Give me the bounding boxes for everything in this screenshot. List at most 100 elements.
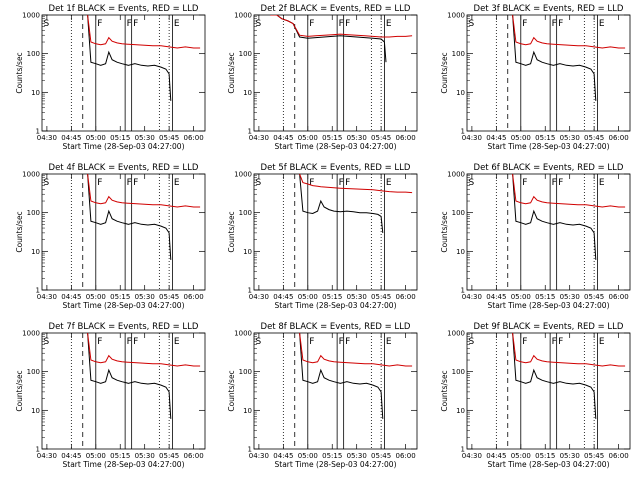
- chart-title: Det 9f BLACK = Events, RED = LLD: [474, 322, 624, 332]
- y-tick-label: 1000: [22, 12, 40, 20]
- series-events-line: [87, 174, 172, 260]
- y-axis-label: Counts/sec: [227, 52, 236, 93]
- y-tick-label: 100: [27, 209, 40, 217]
- marker-label: E: [386, 178, 392, 188]
- marker-label: F: [133, 19, 138, 29]
- x-tick-label: 05:00: [86, 134, 106, 142]
- x-tick-label: 06:00: [395, 134, 415, 142]
- x-tick-label: 05:30: [560, 134, 580, 142]
- y-tick-label: 10: [31, 407, 40, 415]
- marker-label: S: [44, 337, 50, 347]
- x-tick-label: 04:45: [273, 293, 293, 301]
- marker-label: F: [522, 178, 527, 188]
- y-tick-label: 100: [239, 50, 252, 58]
- x-tick-label: 05:30: [135, 452, 155, 460]
- y-tick-label: 10: [31, 248, 40, 256]
- marker-label: F: [345, 178, 350, 188]
- y-axis-label: Counts/sec: [15, 370, 24, 411]
- x-tick-label: 04:30: [37, 452, 57, 460]
- y-tick-label: 100: [452, 368, 465, 376]
- y-axis-label: Counts/sec: [227, 370, 236, 411]
- marker-label: E: [599, 337, 605, 347]
- x-tick-label: 05:45: [371, 293, 391, 301]
- series-lld-line: [87, 15, 201, 49]
- x-tick-label: 05:15: [110, 293, 130, 301]
- series-events-line: [270, 15, 387, 63]
- y-axis-label: Counts/sec: [440, 370, 449, 411]
- x-tick-label: 05:30: [560, 293, 580, 301]
- series-lld-line: [87, 333, 201, 367]
- x-tick-label: 05:30: [135, 134, 155, 142]
- marker-label: F: [133, 337, 138, 347]
- x-tick-label: 05:15: [110, 134, 130, 142]
- y-tick-label: 1: [36, 287, 40, 295]
- y-axis-label: Counts/sec: [15, 52, 24, 93]
- x-tick-label: 05:30: [347, 293, 367, 301]
- plot-frame: [41, 14, 206, 132]
- x-tick-label: 05:15: [535, 293, 555, 301]
- y-tick-label: 1: [36, 446, 40, 454]
- plot-frame: [253, 14, 418, 132]
- marker-label: S: [256, 178, 262, 188]
- x-tick-label: 05:15: [535, 452, 555, 460]
- series-events-line: [299, 333, 384, 419]
- marker-label: S: [469, 178, 475, 188]
- marker-label: S: [256, 19, 262, 29]
- x-tick-label: 04:45: [486, 134, 506, 142]
- marker-label: E: [599, 19, 605, 29]
- x-tick-label: 05:45: [371, 134, 391, 142]
- series-lld-line: [299, 174, 413, 194]
- y-tick-label: 10: [243, 407, 252, 415]
- chart-title: Det 1f BLACK = Events, RED = LLD: [49, 4, 199, 14]
- x-tick-label: 05:30: [347, 134, 367, 142]
- x-tick-label: 05:45: [159, 452, 179, 460]
- x-tick-label: 05:30: [135, 293, 155, 301]
- x-tick-label: 04:45: [273, 452, 293, 460]
- chart-title: Det 5f BLACK = Events, RED = LLD: [261, 163, 411, 173]
- y-tick-label: 100: [239, 209, 252, 217]
- y-tick-label: 1: [461, 446, 465, 454]
- x-tick-label: 04:30: [462, 134, 482, 142]
- detector-chart-4: Det 4f BLACK = Events, RED = LLD 1 10 100 10…: [15, 163, 206, 310]
- x-tick-label: 04:45: [486, 452, 506, 460]
- y-tick-label: 10: [456, 407, 465, 415]
- marker-label: E: [386, 337, 392, 347]
- series-events-line: [299, 174, 384, 233]
- marker-label: E: [174, 337, 180, 347]
- x-tick-label: 05:45: [584, 293, 604, 301]
- y-tick-label: 1000: [447, 330, 465, 338]
- marker-label: F: [522, 337, 527, 347]
- y-tick-label: 10: [456, 248, 465, 256]
- y-tick-label: 1: [248, 128, 252, 136]
- x-tick-label: 06:00: [608, 293, 628, 301]
- marker-label: F: [552, 178, 557, 188]
- marker-label: F: [309, 337, 314, 347]
- x-tick-label: 04:45: [273, 134, 293, 142]
- x-tick-label: 04:30: [249, 134, 269, 142]
- marker-label: F: [339, 178, 344, 188]
- y-tick-label: 1000: [234, 12, 252, 20]
- series-events-line: [512, 333, 597, 419]
- x-tick-label: 04:30: [37, 293, 57, 301]
- x-tick-label: 05:45: [584, 134, 604, 142]
- plot-frame: [41, 332, 206, 450]
- x-tick-label: 05:45: [371, 452, 391, 460]
- marker-label: E: [599, 178, 605, 188]
- plot-frame: [41, 173, 206, 291]
- marker-label: F: [558, 19, 563, 29]
- marker-label: F: [97, 19, 102, 29]
- x-axis-label: Start Time (28-Sep-03 04:27:00): [488, 460, 610, 469]
- x-tick-label: 05:00: [86, 452, 106, 460]
- series-lld-line: [270, 15, 413, 38]
- x-tick-label: 04:30: [249, 452, 269, 460]
- x-tick-label: 04:45: [486, 293, 506, 301]
- marker-label: E: [174, 19, 180, 29]
- y-axis-label: Counts/sec: [227, 211, 236, 252]
- x-axis-label: Start Time (28-Sep-03 04:27:00): [63, 460, 185, 469]
- marker-label: F: [345, 19, 350, 29]
- marker-label: F: [309, 178, 314, 188]
- marker-label: F: [133, 178, 138, 188]
- y-tick-label: 1000: [22, 171, 40, 179]
